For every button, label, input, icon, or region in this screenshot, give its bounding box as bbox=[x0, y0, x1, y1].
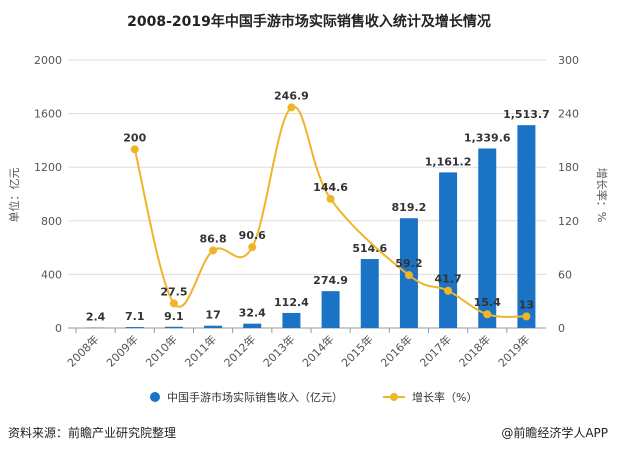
bar-label: 1,339.6 bbox=[464, 131, 511, 144]
bar bbox=[243, 323, 262, 328]
growth-point bbox=[326, 194, 335, 203]
bar bbox=[517, 125, 536, 328]
x-tick-label: 2017年 bbox=[417, 332, 454, 369]
x-tick-label: 2013年 bbox=[260, 332, 297, 369]
legend-line-marker bbox=[390, 393, 398, 401]
bar bbox=[439, 172, 458, 328]
y-left-tick: 1200 bbox=[34, 161, 62, 174]
growth-point bbox=[404, 271, 413, 280]
x-tick-label: 2011年 bbox=[182, 332, 219, 369]
y-right-tick: 180 bbox=[558, 161, 579, 174]
x-tick-label: 2016年 bbox=[378, 332, 415, 369]
growth-label: 15.4 bbox=[474, 296, 501, 309]
y-left-tick: 2000 bbox=[34, 54, 62, 67]
x-tick-label: 2009年 bbox=[103, 332, 140, 369]
growth-label: 59.2 bbox=[395, 257, 422, 270]
bar-label: 514.6 bbox=[352, 242, 387, 255]
bar bbox=[321, 291, 340, 328]
x-tick-label: 2019年 bbox=[495, 332, 532, 369]
y-right-tick: 120 bbox=[558, 215, 579, 228]
growth-point bbox=[209, 246, 218, 255]
bar-label: 274.9 bbox=[313, 274, 348, 287]
y-left-tick: 0 bbox=[55, 322, 62, 335]
growth-point bbox=[483, 310, 492, 319]
bar bbox=[478, 148, 497, 328]
chart-title: 2008-2019年中国手游市场实际销售收入统计及增长情况 bbox=[127, 13, 491, 30]
growth-label: 86.8 bbox=[200, 232, 227, 245]
legend-bar-swatch bbox=[150, 392, 160, 402]
y-right-tick: 60 bbox=[558, 268, 572, 281]
y-right-tick: 0 bbox=[558, 322, 565, 335]
growth-point bbox=[130, 145, 139, 154]
growth-label: 246.9 bbox=[274, 89, 309, 102]
x-tick-label: 2012年 bbox=[221, 332, 258, 369]
brand-label: @前瞻经济学人APP bbox=[501, 426, 608, 440]
bar-label: 9.1 bbox=[164, 310, 184, 323]
growth-point bbox=[522, 312, 531, 321]
bar bbox=[125, 327, 144, 328]
x-tick-label: 2008年 bbox=[64, 332, 101, 369]
growth-label: 144.6 bbox=[313, 181, 348, 194]
x-tick-label: 2018年 bbox=[456, 332, 493, 369]
bar bbox=[360, 259, 379, 328]
growth-label: 13 bbox=[519, 298, 534, 311]
bar-label: 1,161.2 bbox=[425, 155, 472, 168]
legend-bar-label: 中国手游市场实际销售收入（亿元） bbox=[167, 390, 343, 404]
growth-label: 90.6 bbox=[239, 229, 266, 242]
y-left-tick: 800 bbox=[41, 215, 62, 228]
source-note: 资料来源：前瞻产业研究院整理 bbox=[8, 426, 177, 440]
bar bbox=[282, 312, 301, 328]
bar-label: 32.4 bbox=[239, 307, 266, 320]
growth-point bbox=[248, 243, 257, 252]
y-right-tick: 300 bbox=[558, 54, 579, 67]
bar-label: 7.1 bbox=[125, 310, 145, 323]
growth-label: 27.5 bbox=[160, 285, 187, 298]
growth-label: 41.7 bbox=[435, 273, 462, 286]
growth-label: 200 bbox=[123, 131, 146, 144]
bar-label: 112.4 bbox=[274, 296, 309, 309]
growth-point bbox=[444, 286, 453, 295]
y-left-label: 单位：亿元 bbox=[7, 168, 21, 223]
bar-label: 2.4 bbox=[86, 311, 106, 324]
bar bbox=[204, 325, 223, 328]
bar bbox=[164, 326, 183, 328]
bar-label: 819.2 bbox=[392, 201, 427, 214]
y-right-label: 增长率：% bbox=[595, 168, 609, 222]
growth-point bbox=[169, 299, 178, 308]
x-tick-label: 2014年 bbox=[299, 332, 336, 369]
y-left-tick: 1600 bbox=[34, 108, 62, 121]
y-left-tick: 400 bbox=[41, 268, 62, 281]
bar-label: 1,513.7 bbox=[503, 108, 550, 121]
growth-point bbox=[287, 103, 296, 112]
y-right-tick: 240 bbox=[558, 108, 579, 121]
x-tick-label: 2010年 bbox=[143, 332, 180, 369]
x-tick-label: 2015年 bbox=[338, 332, 375, 369]
bar-label: 17 bbox=[205, 309, 220, 322]
legend-line-label: 增长率（%） bbox=[412, 390, 477, 404]
